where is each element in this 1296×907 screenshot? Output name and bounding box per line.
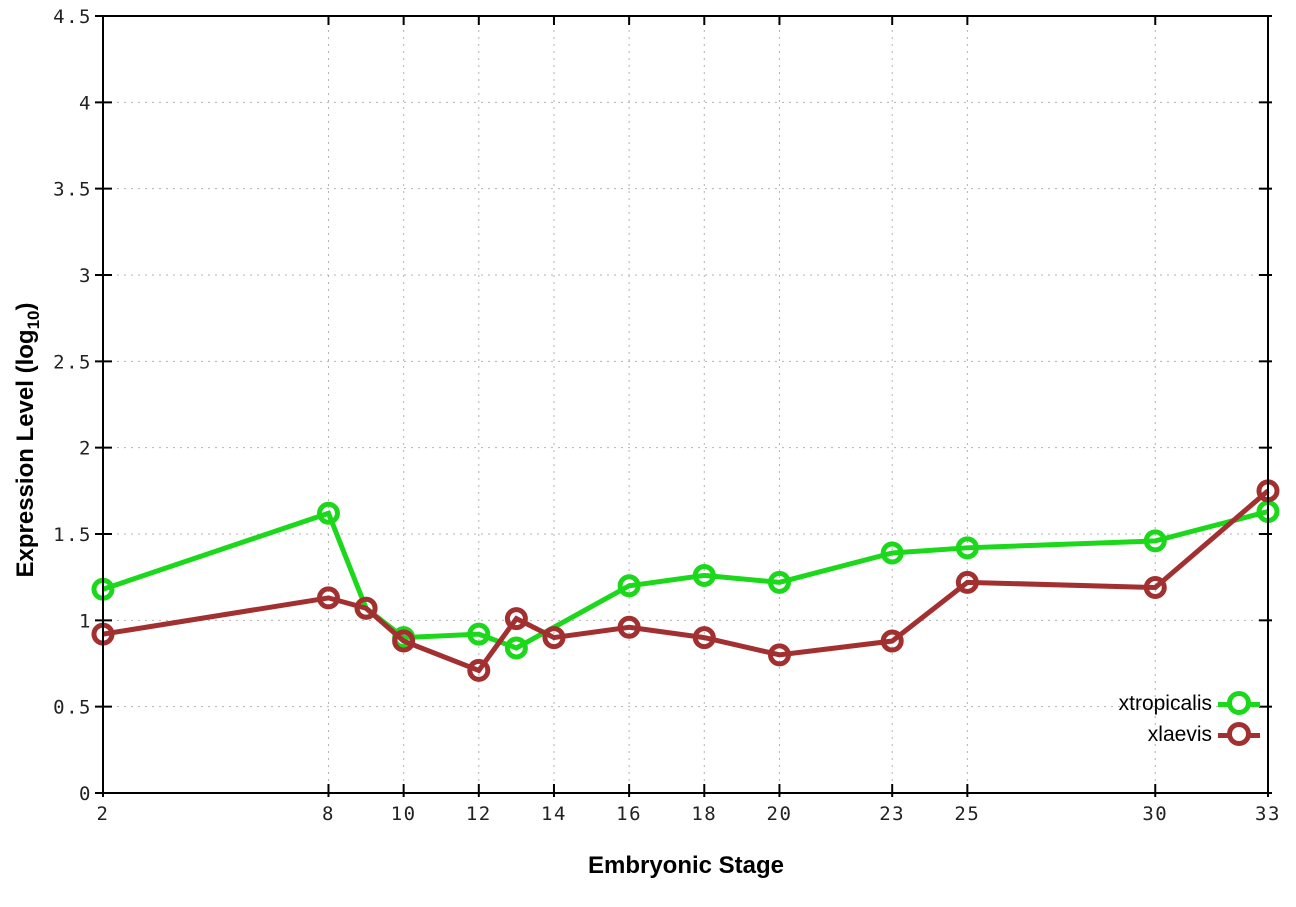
- marker-xtropicalis: [617, 574, 641, 598]
- y-tick-label: 3: [79, 265, 92, 287]
- y-tick-label: 4: [79, 92, 92, 114]
- y-tick-label: 1: [79, 610, 92, 632]
- marker-xlaevis: [1143, 576, 1167, 600]
- marker-xlaevis: [767, 643, 791, 667]
- y-tick-label: 4.5: [53, 6, 92, 28]
- series-layer: [91, 479, 1280, 682]
- y-tick-label: 0.5: [53, 697, 92, 719]
- marker-xlaevis: [542, 626, 566, 650]
- x-tick-label: 25: [954, 803, 980, 825]
- legend-sample-marker-xlaevis: [1227, 722, 1251, 746]
- marker-xlaevis: [955, 570, 979, 594]
- legend-label-xtropicalis: xtropicalis: [1118, 692, 1212, 715]
- marker-xtropicalis: [467, 622, 491, 646]
- tick-label-layer: 2 8 10 12 14 16 18 20 23 25 30 33 0 0.5 1 1.5 2 2.5 3 3.5 4 4…: [53, 6, 1281, 825]
- marker-xlaevis: [467, 658, 491, 682]
- x-tick-label: 23: [879, 803, 905, 825]
- plot-border: [102, 15, 1269, 794]
- marker-xtropicalis: [955, 536, 979, 560]
- x-axis-label: Embryonic Stage: [587, 852, 785, 879]
- series-line-xlaevis: [102, 488, 1270, 674]
- x-tick-label: 14: [541, 803, 567, 825]
- legend-label-xlaevis: xlaevis: [1147, 723, 1212, 746]
- marker-xtropicalis: [767, 570, 791, 594]
- marker-xtropicalis: [880, 541, 904, 565]
- x-tick-label: 33: [1255, 803, 1281, 825]
- marker-xtropicalis: [692, 563, 716, 587]
- y-tick-label: 0: [79, 783, 92, 805]
- marker-xtropicalis: [316, 501, 340, 525]
- x-tick-label: 20: [767, 803, 793, 825]
- y-axis-label-text: Expression Level (log: [12, 329, 39, 578]
- x-tick-label: 10: [391, 803, 417, 825]
- y-tick-label: 2: [79, 438, 92, 460]
- tick-layer: [95, 15, 1272, 797]
- marker-xtropicalis: [1143, 529, 1167, 553]
- grid-layer: [103, 16, 1268, 793]
- x-tick-label: 18: [691, 803, 717, 825]
- marker-xlaevis: [504, 607, 528, 631]
- marker-xlaevis: [692, 626, 716, 650]
- x-tick-label: 16: [616, 803, 642, 825]
- x-tick-label: 30: [1142, 803, 1168, 825]
- x-tick-label: 8: [322, 803, 335, 825]
- marker-xlaevis: [354, 596, 378, 620]
- marker-xlaevis: [880, 629, 904, 653]
- series-line-xtropicalis: [102, 509, 1269, 651]
- y-axis-label-subscript: 10: [24, 310, 43, 330]
- marker-xtropicalis: [504, 636, 528, 660]
- y-tick-label: 3.5: [53, 179, 92, 201]
- y-tick-label: 1.5: [53, 524, 92, 546]
- marker-xlaevis: [617, 615, 641, 639]
- y-axis-label: Expression Level (log10): [10, 190, 43, 690]
- marker-xlaevis: [316, 586, 340, 610]
- y-tick-label: 2.5: [53, 351, 92, 373]
- x-tick-label: 12: [466, 803, 492, 825]
- marker-xlaevis: [392, 629, 416, 653]
- legend-sample-marker-xtropicalis: [1227, 691, 1251, 715]
- x-tick-label: 2: [97, 803, 110, 825]
